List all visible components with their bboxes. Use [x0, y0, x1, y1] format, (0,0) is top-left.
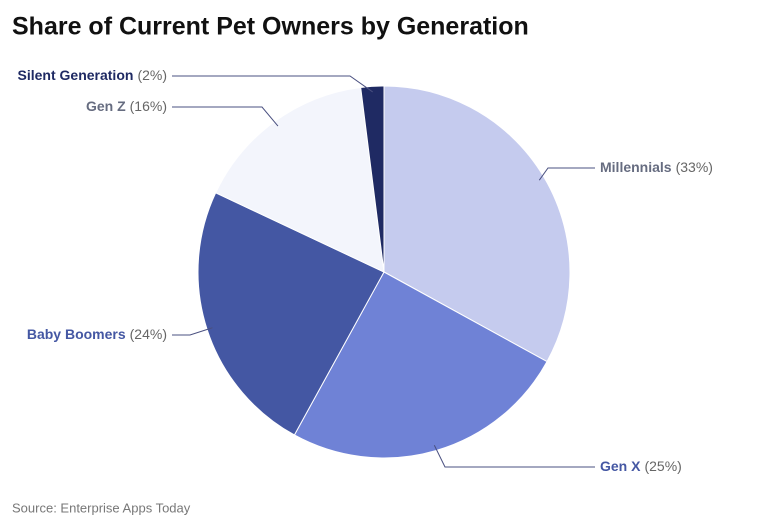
slice-label: Baby Boomers (24%)	[27, 326, 167, 342]
slice-label-value: (25%)	[644, 458, 681, 474]
slice-label-value: (24%)	[130, 326, 167, 342]
slice-label-name: Baby Boomers	[27, 326, 126, 342]
pie-slice	[293, 271, 548, 459]
slice-label: Gen X (25%)	[600, 458, 682, 474]
slice-label: Gen Z (16%)	[86, 98, 167, 114]
slice-label: Silent Generation (2%)	[18, 67, 167, 83]
slice-label-name: Gen X	[600, 458, 641, 474]
leader-line	[172, 106, 279, 127]
pie-slice	[383, 85, 571, 363]
leader-line	[172, 75, 373, 93]
slice-label-name: Millennials	[600, 159, 672, 175]
slice-label-value: (33%)	[676, 159, 713, 175]
leader-line	[433, 445, 595, 468]
leader-line	[172, 327, 213, 336]
slice-label-value: (16%)	[130, 98, 167, 114]
slice-label: Millennials (33%)	[600, 159, 713, 175]
slice-label-value: (2%)	[137, 67, 167, 83]
slice-label-name: Silent Generation	[18, 67, 134, 83]
source-note: Source: Enterprise Apps Today	[12, 500, 191, 515]
chart-title: Share of Current Pet Owners by Generatio…	[12, 13, 529, 41]
leader-line	[538, 167, 595, 181]
pie-slice	[360, 85, 385, 273]
slice-label-name: Gen Z	[86, 98, 126, 114]
